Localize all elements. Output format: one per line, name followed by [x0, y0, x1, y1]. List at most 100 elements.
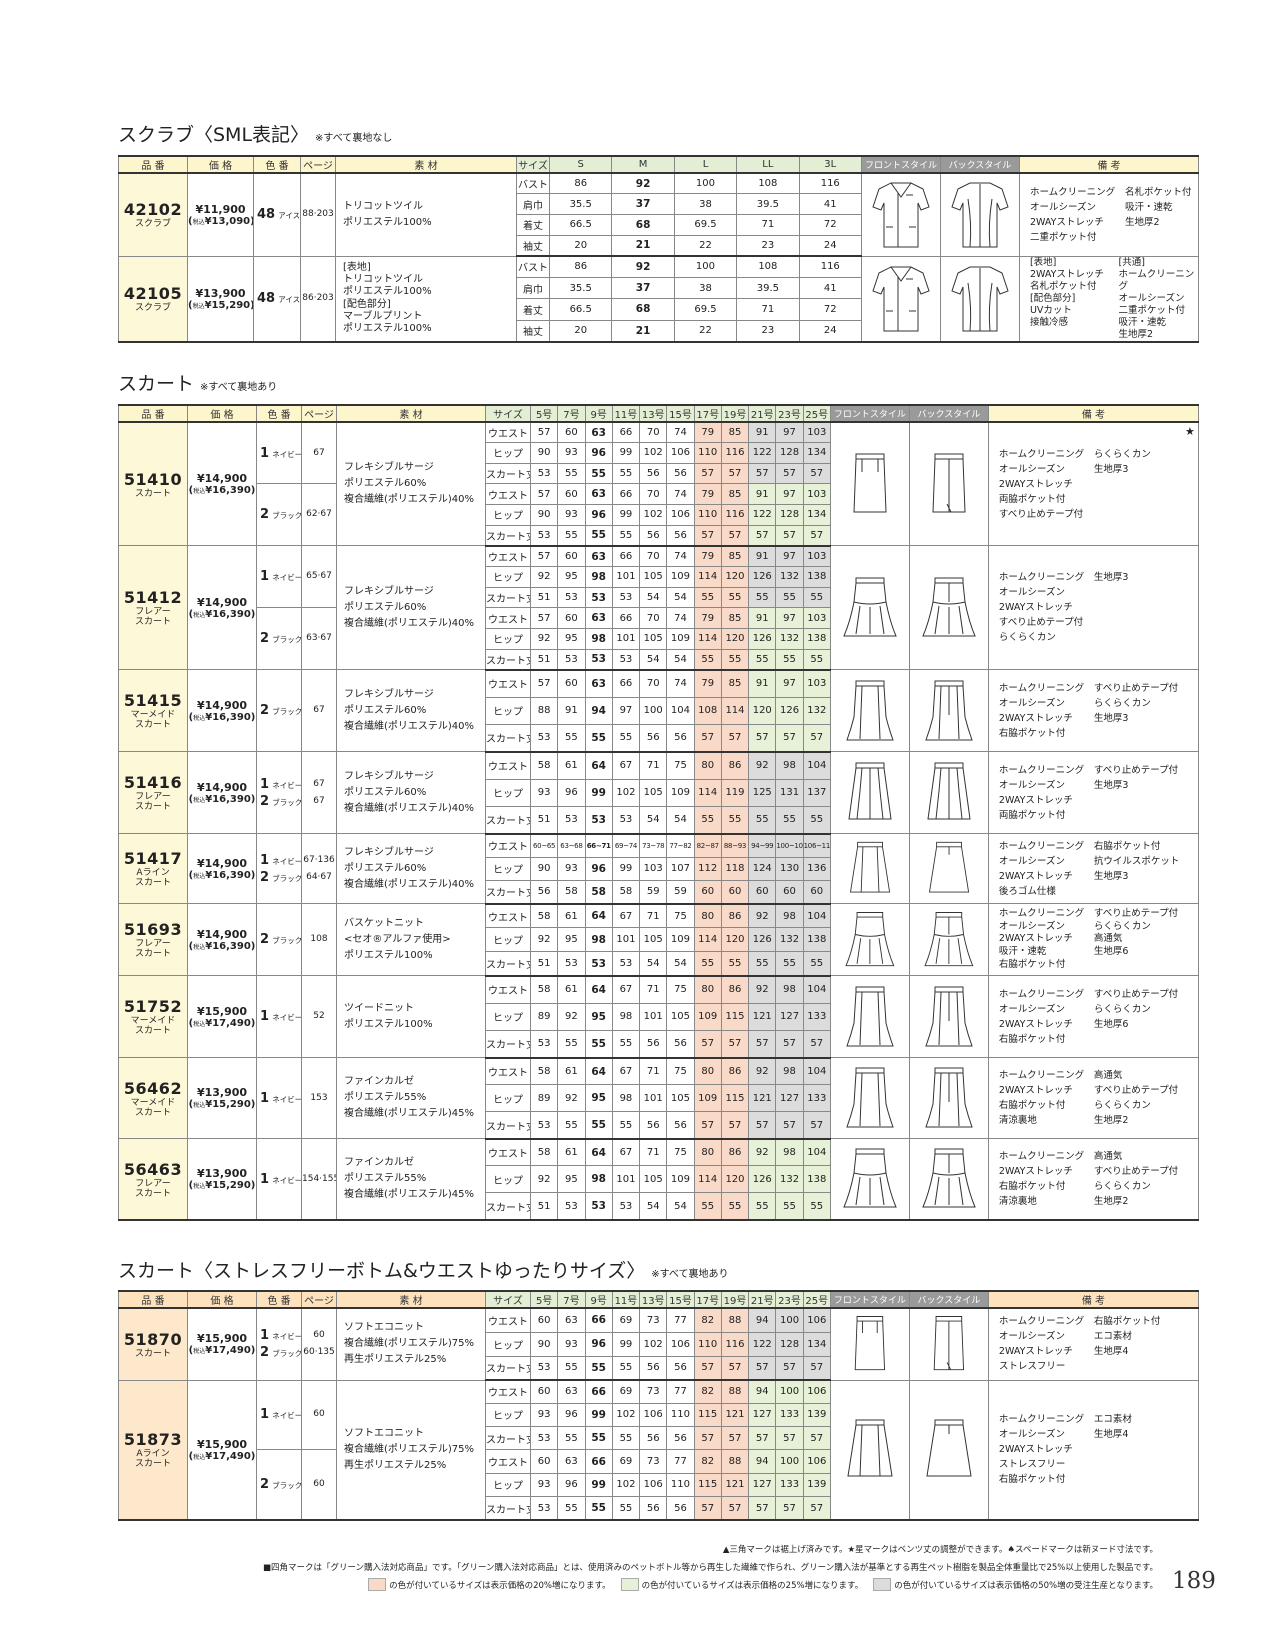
product-name: マーメイド [130, 1016, 176, 1027]
material-line: ポリエステル60% [344, 704, 427, 716]
remarks-column: 生地厚3 [1094, 570, 1129, 645]
material-cell: トリコットツイル ポリエステル100% [335, 172, 517, 257]
size-value: 24 [798, 319, 862, 343]
table-row: 51410 スカート ¥14,900 (税込¥16,390) 1 ネイビー 67 フレキシブ… [118, 421, 1199, 547]
size-value: 64 [584, 975, 613, 1004]
material-line: 再生ポリエステル25% [344, 1354, 447, 1366]
remark-item: オールシーズン [1118, 292, 1185, 304]
size-value: 92 [611, 172, 675, 195]
title-text: スカート〈ストレスフリーボトム&ウエストゆったりサイズ〉 [118, 1260, 646, 1282]
size-value: 80 [693, 903, 722, 929]
size-value: 24 [798, 234, 862, 257]
header-size-LL: LL [736, 155, 800, 174]
size-value: 119 [720, 778, 750, 808]
table-header-row: 品 番価 格色 番ページ素 材サイズ S M L LL 3L フロントスタイル バックスタイル… [118, 155, 1199, 174]
a-line-skirt-front-drawing [849, 841, 890, 893]
size-value: 116 [720, 504, 750, 526]
catalog-page: 60 [313, 1330, 325, 1341]
product-name: フレアー [135, 607, 171, 618]
color-number: 2 [260, 869, 270, 885]
size-value: 55 [584, 462, 613, 485]
size-value: 71 [736, 298, 800, 321]
price-cell: ¥14,900 (税込¥16,390) [187, 833, 257, 905]
remarks-column: ホームクリーニング オールシーズン 2WAYストレッチ 両脇ポケット付 すべり止めテープ… [999, 447, 1094, 522]
size-value: 55 [584, 1029, 613, 1059]
size-value: 116 [798, 255, 862, 278]
price: ¥15,900 [196, 1004, 248, 1018]
tax-price: ¥16,390 [205, 869, 251, 881]
size-value: 57 [693, 1496, 722, 1521]
remark-item: 後ろゴム仕様 [998, 885, 1056, 897]
measure-label: スカート丈 [485, 724, 531, 753]
remark-item: すべり止めテープ付 [1093, 1085, 1179, 1097]
back-style-cell [908, 975, 989, 1059]
size-value: 104 [666, 696, 695, 726]
product-name: スカート [134, 617, 171, 628]
size-value: 58 [529, 1138, 559, 1167]
remark-item: 生地厚2 [1093, 1115, 1129, 1127]
header-price: 価 格 [187, 155, 254, 174]
color-name: アイスグレー [278, 211, 301, 221]
remark-item: ストレスフリー [998, 1361, 1066, 1373]
color-option: 1 ネイビー [260, 1008, 301, 1025]
size-value: 92 [557, 1002, 586, 1031]
header-size-L: L [673, 155, 738, 174]
product-code: 51870 [123, 1329, 183, 1349]
front-style-cell [829, 975, 910, 1059]
size-value: 37 [611, 193, 675, 215]
size-value: 107 [666, 856, 695, 882]
size-value: 55 [802, 648, 831, 671]
size-value: 55 [748, 586, 777, 609]
catalog-page: 64·67 [306, 871, 332, 882]
remark-item: 生地厚4 [1093, 1429, 1129, 1441]
header-price: 価 格 [187, 1290, 257, 1309]
size-value: 56 [666, 1496, 695, 1521]
size-value: 53 [584, 586, 613, 609]
size-value: 57 [775, 462, 804, 485]
size-value: 56 [529, 879, 559, 905]
size-value: 120 [720, 566, 750, 588]
header-color: 色 番 [256, 404, 302, 423]
size-value: 69.5 [673, 298, 738, 321]
legend-text: の色が付いているサイズは表示価格の50%増の受注生産となります。 [894, 1580, 1158, 1591]
size-value: 124 [748, 856, 777, 882]
size-value: 60 [557, 421, 586, 444]
measure-label: 肩巾 [516, 193, 550, 215]
measure-label: スカート丈 [485, 879, 531, 905]
color-cell: 1 ネイビー [256, 1057, 302, 1140]
size-value: 128 [775, 1331, 804, 1357]
size-value: 106 [802, 1307, 831, 1333]
page-cell: 67 [301, 421, 337, 485]
size-value: 92 [748, 975, 777, 1004]
product-code-cell: 42102 スクラブ [118, 172, 188, 257]
measure-label: スカート丈 [485, 1029, 531, 1059]
measure-label: ヒップ [485, 442, 531, 464]
size-value: 77 [666, 1307, 695, 1333]
material-line: ポリエステル100% [344, 949, 433, 961]
size-value: 116 [720, 442, 750, 464]
price: ¥13,900 [195, 286, 246, 300]
color-name: ブラック [272, 707, 302, 717]
size-value: 67 [611, 751, 641, 780]
table-row: 肩巾 35.5 37 38 39.5 41 [119, 193, 1199, 215]
size-value: 57 [720, 462, 750, 485]
tax-included-price: (税込¥15,290) [188, 299, 253, 311]
size-value: 103 [639, 856, 668, 882]
size-value: 69 [611, 1449, 641, 1474]
size-value: 54 [639, 806, 668, 835]
size-value: 94 [748, 1379, 777, 1404]
size-value: 57 [775, 1111, 804, 1140]
remarks-columns: ホームクリーニング オールシーズン 2WAYストレッチ 二重ポケット付 名札ポケット付吸… [1020, 185, 1197, 245]
product-name: スカート [134, 1107, 171, 1118]
price-cell: ¥13,900(税込¥15,290) [187, 255, 254, 342]
table-row: 51415 マーメイド スカート ¥14,900 (税込¥16,390) 2 ブラック 67… [118, 669, 1199, 753]
size-value: 92 [529, 927, 559, 953]
front-style-cell [860, 172, 941, 257]
size-value: 127 [775, 1002, 804, 1031]
size-value: 121 [720, 1402, 750, 1428]
product-code-cell: 51415 マーメイド スカート [118, 669, 188, 753]
product-code: 51415 [123, 691, 183, 711]
size-value: 125 [748, 778, 777, 808]
table-row: スカート丈5355555556565757575757 [119, 1355, 1199, 1381]
